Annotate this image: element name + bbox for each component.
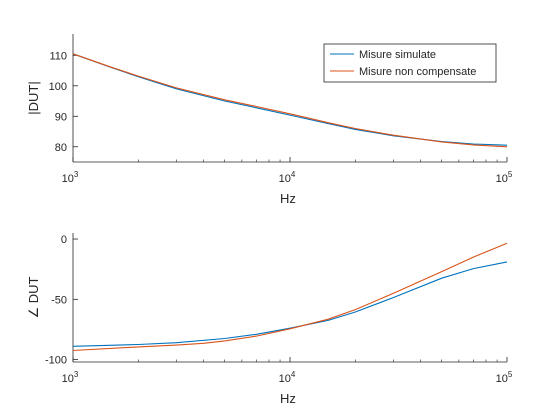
x-tick-exponent: 5	[508, 170, 513, 179]
series-line-1	[72, 261, 508, 347]
x-tick-exponent: 3	[74, 170, 79, 179]
y-tick-label: 100	[49, 81, 67, 93]
y-tick-label: 90	[55, 111, 67, 123]
legend-label-1: Misure simulate	[359, 49, 436, 61]
x-tick-base: 10	[279, 173, 291, 185]
y-axis-label: |DUT|	[26, 81, 41, 114]
legend-label-2: Misure non compensate	[359, 66, 476, 78]
x-tick-label: 103	[62, 370, 79, 385]
legend-box	[323, 43, 497, 83]
x-tick-exponent: 5	[508, 370, 513, 379]
y-tick-label: 80	[55, 142, 67, 154]
x-tick-base: 10	[62, 373, 74, 385]
x-tick-label: 104	[279, 370, 296, 385]
x-axis-label: Hz	[280, 191, 296, 206]
y-tick-label: -100	[45, 355, 67, 367]
x-tick-exponent: 4	[291, 170, 296, 179]
series-line-2	[72, 53, 508, 148]
x-tick-exponent: 4	[291, 370, 296, 379]
x-tick-label: 103	[62, 170, 79, 185]
x-tick-exponent: 3	[74, 370, 79, 379]
y-tick-label: 0	[61, 234, 67, 246]
x-tick-base: 10	[279, 373, 291, 385]
x-tick-label: 104	[279, 170, 296, 185]
x-tick-base: 10	[62, 173, 74, 185]
series-line-2	[72, 242, 508, 352]
x-tick-label: 105	[496, 170, 513, 185]
x-tick-base: 10	[496, 173, 508, 185]
x-tick-label: 105	[496, 370, 513, 385]
y-tick-label: -50	[51, 294, 67, 306]
y-axis-label: ∠ DUT	[26, 276, 41, 318]
x-tick-base: 10	[496, 373, 508, 385]
x-axis-label: Hz	[280, 391, 296, 406]
y-tick-label: 110	[49, 50, 67, 62]
